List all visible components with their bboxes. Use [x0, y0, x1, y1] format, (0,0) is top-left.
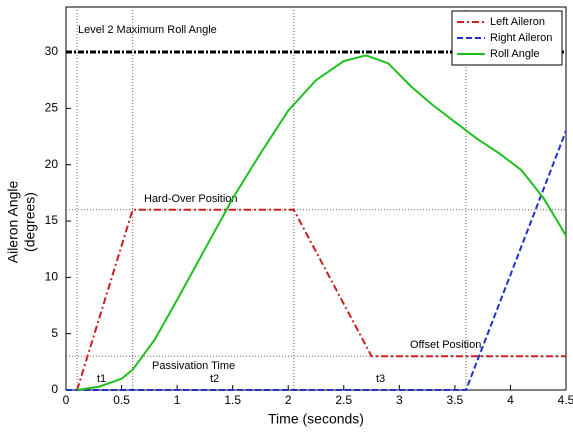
annotation: t3	[376, 373, 385, 385]
annotation: t1	[97, 373, 106, 385]
annotation: Offset Position	[410, 339, 481, 351]
y-tick-label: 10	[45, 270, 59, 284]
x-axis-label: Time (seconds)	[268, 411, 364, 427]
series-line	[76, 54, 567, 391]
y-tick-label: 30	[45, 44, 59, 58]
y-tick-label: 25	[45, 101, 59, 115]
x-tick-label: 1.5	[224, 393, 241, 407]
x-tick-label: 0.5	[113, 393, 130, 407]
y-tick-label: 5	[51, 326, 58, 340]
x-tick-label: 3	[396, 393, 403, 407]
series-line	[76, 208, 566, 391]
x-tick-label: 2	[285, 393, 292, 407]
y-axis-label: (degrees)	[22, 192, 38, 252]
annotation: t2	[210, 373, 219, 385]
x-tick-label: 3.5	[447, 393, 464, 407]
plot-frame	[65, 6, 567, 391]
x-tick-label: 4.5	[558, 393, 573, 407]
x-tick-label: 1	[174, 393, 181, 407]
y-tick-label: 20	[45, 157, 59, 171]
y-tick-label: 0	[51, 382, 58, 396]
legend-label: Right Aileron	[490, 32, 552, 44]
y-tick-label: 15	[45, 213, 59, 227]
x-tick-label: 0	[63, 393, 70, 407]
x-tick-label: 2.5	[335, 393, 352, 407]
x-tick-label: 4	[507, 393, 514, 407]
legend-label: Roll Angle	[490, 48, 540, 60]
annotation: Level 2 Maximum Roll Angle	[78, 24, 217, 36]
legend-label: Left Aileron	[490, 16, 545, 28]
annotation: Passivation Time	[152, 360, 235, 372]
annotation: Hard-Over Position	[144, 193, 238, 205]
y-axis-label: Aileron Angle	[5, 181, 21, 264]
series-line	[66, 130, 567, 391]
